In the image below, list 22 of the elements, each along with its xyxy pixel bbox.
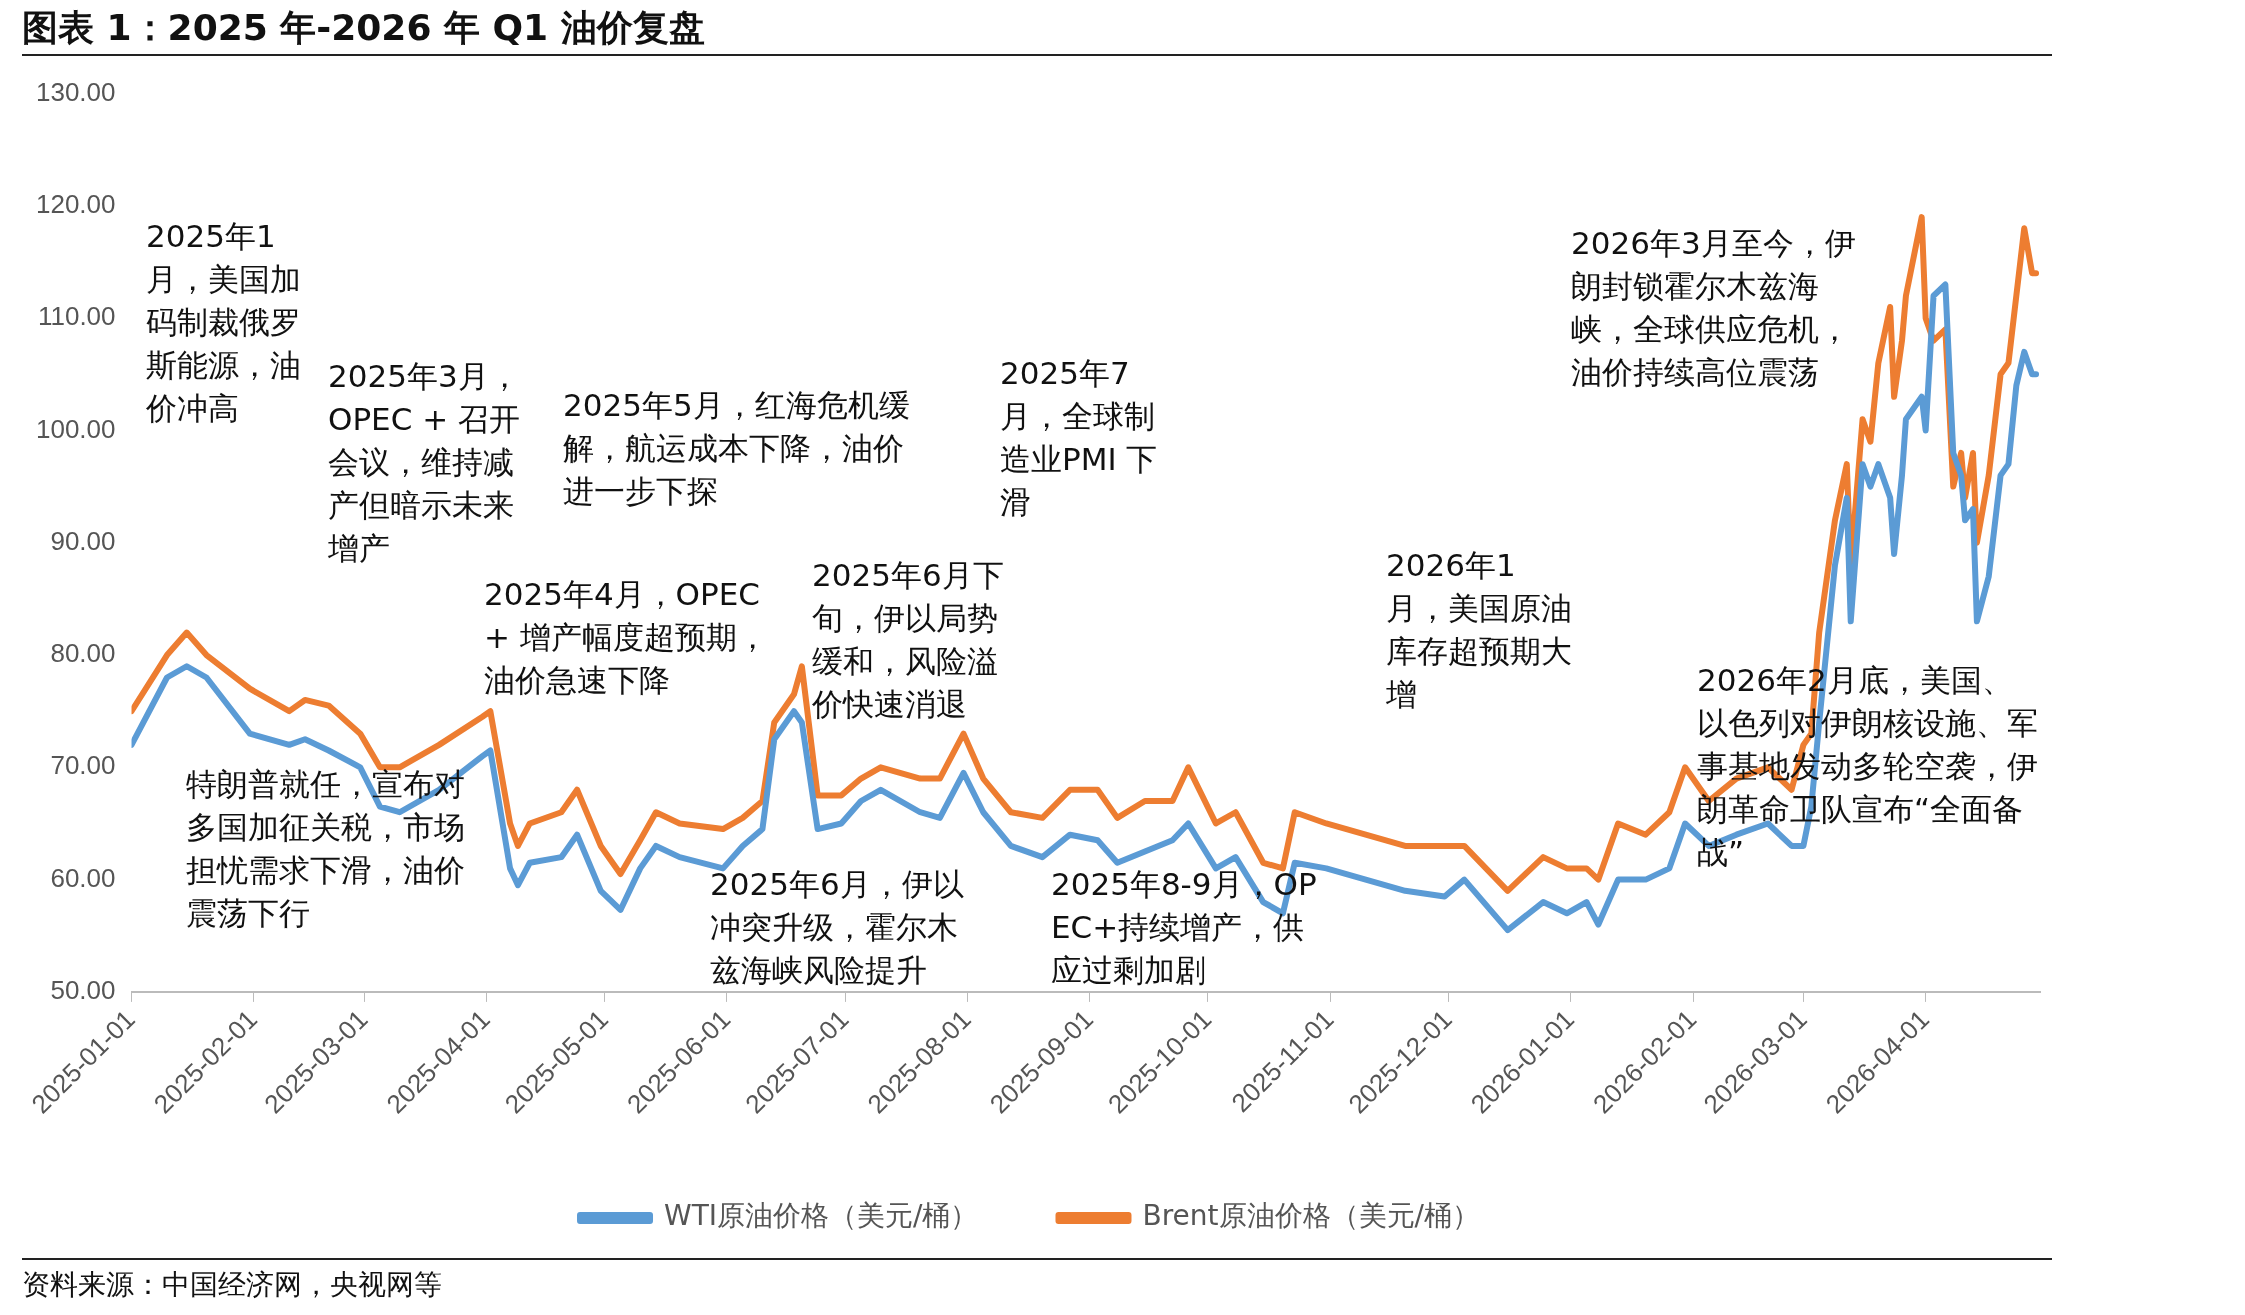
annotation: 2025年3月，OPEC + 召开会议，维持减产但暗示未来增产 [328, 357, 521, 568]
y-tick-label: 90.00 [50, 525, 116, 556]
annotation: 2026年1月，美国原油库存超预期大增 [1386, 546, 1573, 714]
y-tick-label: 130.00 [35, 76, 116, 107]
annotation: 2025年4月，OPEC + 增产幅度超预期，油价急速下降 [484, 575, 769, 700]
y-tick-label: 70.00 [50, 750, 116, 781]
annotation: 2025年6月下旬，伊以局势缓和，风险溢价快速消退 [812, 556, 1005, 724]
y-tick-label: 100.00 [35, 413, 116, 444]
annotation: 2025年7月，全球制造业PMI 下滑 [1000, 354, 1159, 522]
y-tick-label: 120.00 [35, 189, 116, 220]
legend-label: WTI原油价格（美元/桶） [664, 1199, 979, 1233]
text: 资料来源：中国经济网，央视网等 [22, 1267, 442, 1303]
annotation: 2025年1月，美国加码制裁俄罗斯能源，油价冲高 [146, 217, 302, 428]
annotation: 2025年5月，红海危机缓解，航运成本下降，油价进一步下探 [563, 386, 911, 511]
chart-title: 图表 1：2025 年-2026 年 Q1 油价复盘 [22, 6, 705, 50]
annotation: 2025年6月，伊以冲突升级，霍尔木兹海峡风险提升 [710, 865, 965, 990]
y-tick-label: 80.00 [50, 638, 116, 669]
y-tick-label: 110.00 [37, 301, 116, 332]
annotation: 2026年3月至今，伊朗封锁霍尔木兹海峡，全球供应危机，油价持续高位震荡 [1571, 224, 1857, 392]
legend-label: Brent原油价格（美元/桶） [1142, 1199, 1480, 1233]
y-tick-label: 50.00 [50, 975, 116, 1006]
y-tick-label: 60.00 [50, 862, 116, 893]
